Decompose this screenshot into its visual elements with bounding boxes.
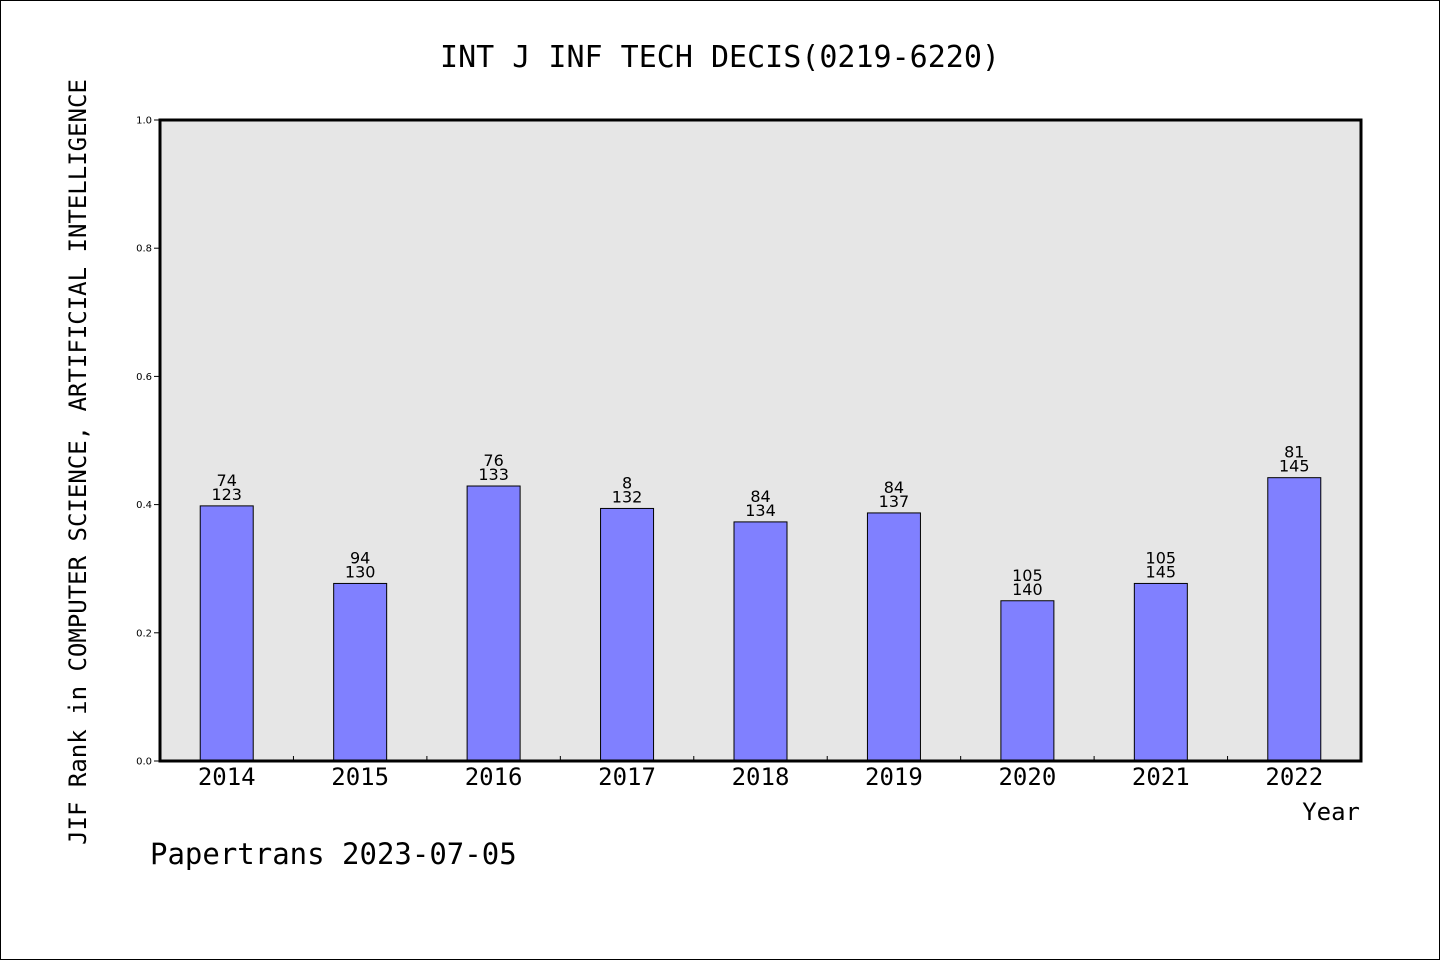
bar-total-label: 130 xyxy=(345,562,376,581)
x-tick-label: 2019 xyxy=(865,763,923,791)
y-tick-label: 0.4 xyxy=(136,500,152,511)
bar xyxy=(866,512,921,762)
x-tick-label: 2018 xyxy=(732,763,790,791)
x-tick-label: 2014 xyxy=(198,763,256,791)
bar xyxy=(733,521,788,762)
bar-total-label: 132 xyxy=(612,487,643,506)
bar xyxy=(1133,582,1188,762)
x-tick-label: 2020 xyxy=(998,763,1056,791)
x-axis-label: Year xyxy=(1302,798,1360,826)
bar xyxy=(199,505,254,762)
bar xyxy=(600,507,655,762)
plot-border xyxy=(158,118,1363,763)
bar-total-label: 123 xyxy=(211,485,242,504)
bar-rank-label: 105 xyxy=(1012,566,1043,585)
bar-rank-label: 81 xyxy=(1284,443,1304,462)
plot-area: 0.00.20.40.60.81.07412320149413020157613… xyxy=(136,116,1363,791)
footer-credit: Papertrans 2023-07-05 xyxy=(150,837,517,871)
x-tick-label: 2016 xyxy=(465,763,523,791)
bar xyxy=(1000,600,1055,762)
bar-total-label: 145 xyxy=(1279,457,1310,476)
bar-total-label: 140 xyxy=(1012,580,1043,599)
y-tick-label: 0.8 xyxy=(136,244,152,255)
chart-title: INT J INF TECH DECIS(0219-6220) xyxy=(440,40,1000,75)
bar xyxy=(466,485,521,762)
bar-total-label: 145 xyxy=(1146,562,1177,581)
bar-rank-label: 76 xyxy=(483,451,503,470)
y-tick-label: 0.6 xyxy=(136,372,152,383)
bar-total-label: 137 xyxy=(879,492,910,511)
bar-rank-label: 94 xyxy=(350,548,370,567)
y-tick-label: 1.0 xyxy=(136,116,152,127)
bar xyxy=(1267,477,1322,762)
x-tick-label: 2017 xyxy=(598,763,656,791)
bar-rank-label: 84 xyxy=(884,478,904,497)
y-tick-label: 0.2 xyxy=(136,628,152,639)
y-axis-label: JIF Rank in COMPUTER SCIENCE, ARTIFICIAL… xyxy=(64,79,92,845)
bar-rank-label: 74 xyxy=(217,471,237,490)
bar-total-label: 133 xyxy=(478,465,509,484)
x-tick-label: 2022 xyxy=(1265,763,1323,791)
bar-rank-label: 105 xyxy=(1146,548,1177,567)
bar-rank-label: 8 xyxy=(622,473,632,492)
x-tick-label: 2021 xyxy=(1132,763,1190,791)
bar-rank-label: 84 xyxy=(750,487,770,506)
y-tick-label: 0.0 xyxy=(136,757,152,768)
x-tick-label: 2015 xyxy=(331,763,389,791)
bar xyxy=(333,582,388,762)
bar-total-label: 134 xyxy=(745,501,776,520)
